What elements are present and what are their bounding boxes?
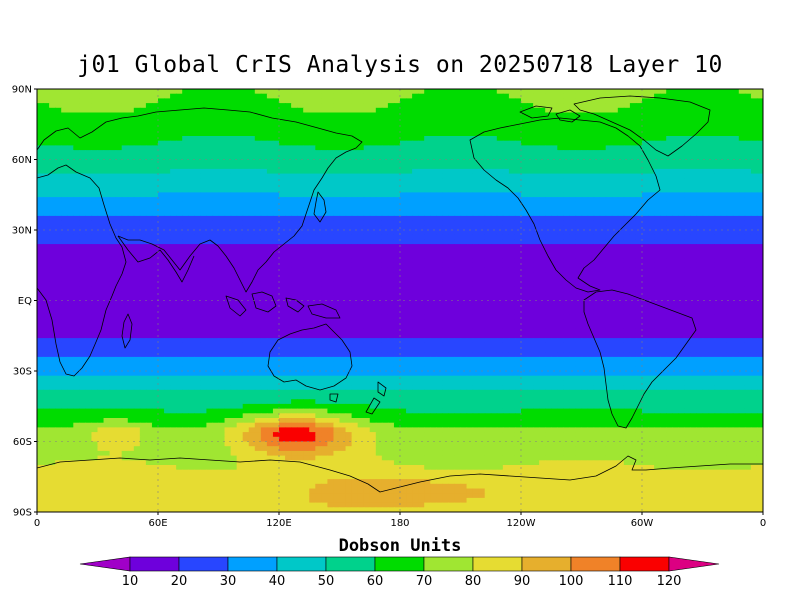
coastlines: [37, 95, 763, 493]
map-title: j01 Global CrIS Analysis on 20250718 Lay…: [77, 52, 723, 78]
colorbar-tick-label: 50: [318, 574, 335, 589]
lat-tick-label: 60S: [13, 437, 32, 448]
lon-tick-label: 60E: [148, 518, 167, 529]
ozone-field: [37, 89, 763, 512]
colorbar-tick-label: 80: [465, 574, 482, 589]
colorbar-swatch: [227, 556, 278, 572]
colorbar-tick-label: 30: [220, 574, 237, 589]
lat-tick-label: 60N: [12, 155, 32, 166]
colorbar-tick-label: 70: [416, 574, 433, 589]
lon-tick-label: 60W: [631, 518, 654, 529]
lat-tick-label: 90S: [13, 508, 32, 519]
colorbar-swatch: [325, 556, 376, 572]
colorbar-tick-label: 110: [608, 574, 633, 589]
colorbar-max-arrow: [668, 556, 720, 572]
colorbar-swatch: [178, 556, 229, 572]
colorbar-tick-label: 40: [269, 574, 286, 589]
lat-tick-label: 30S: [13, 367, 32, 378]
colorbar-tick-label: 100: [559, 574, 584, 589]
colorbar-swatch: [129, 556, 180, 572]
lat-tick-label: 90N: [12, 85, 32, 96]
colorbar-min-arrow: [79, 556, 131, 572]
colorbar-swatch: [570, 556, 621, 572]
lat-tick-label: EQ: [18, 296, 32, 307]
colorbar-tick-label: 120: [657, 574, 682, 589]
colorbar-swatch: [374, 556, 425, 572]
colorbar-tick-label: 10: [122, 574, 139, 589]
colorbar-tick-label: 20: [171, 574, 188, 589]
lon-tick-label: 120E: [266, 518, 291, 529]
lon-tick-label: 0: [760, 518, 766, 529]
grid-lines: [37, 89, 763, 512]
colorbar-swatch: [276, 556, 327, 572]
colorbar-tick-label: 60: [367, 574, 384, 589]
colorbar-tick-label: 90: [514, 574, 531, 589]
colorbar-swatch: [472, 556, 523, 572]
lon-tick-label: 120W: [507, 518, 536, 529]
colorbar-swatch: [619, 556, 670, 572]
lon-tick-label: 0: [34, 518, 40, 529]
colorbar-title: Dobson Units: [338, 536, 462, 556]
lon-tick-label: 180: [390, 518, 409, 529]
lat-tick-label: 30N: [12, 226, 32, 237]
colorbar-swatch: [423, 556, 474, 572]
colorbar-swatch: [521, 556, 572, 572]
